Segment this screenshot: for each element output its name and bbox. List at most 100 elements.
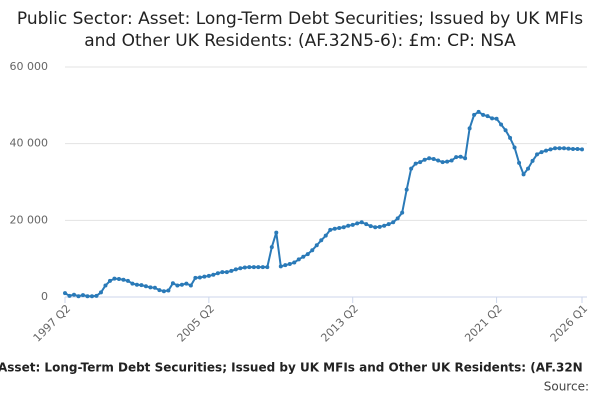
data-point <box>494 116 499 121</box>
data-point <box>260 265 265 270</box>
caption: Asset: Long-Term Debt Securities; Issued… <box>0 361 583 375</box>
data-point <box>364 222 369 227</box>
data-point <box>539 150 544 155</box>
data-point <box>368 224 373 229</box>
data-point <box>206 273 211 278</box>
data-point <box>215 271 220 276</box>
data-point <box>386 222 391 227</box>
x-tick-label: 2026 Q1 <box>548 302 591 345</box>
data-point <box>188 283 193 288</box>
data-point <box>314 243 319 248</box>
data-point <box>89 294 94 299</box>
data-point <box>463 156 468 161</box>
data-point <box>229 268 234 273</box>
data-point <box>130 281 135 286</box>
data-point <box>310 248 315 253</box>
data-point <box>63 291 67 296</box>
data-point <box>409 166 414 171</box>
data-point <box>580 147 584 152</box>
data-point <box>193 275 198 280</box>
y-tick-label: 0 <box>41 290 48 303</box>
data-point <box>571 147 576 152</box>
data-point <box>224 270 229 275</box>
series-line <box>64 110 583 298</box>
data-point <box>544 148 549 153</box>
data-point <box>98 290 103 295</box>
data-point <box>377 224 382 229</box>
data-point <box>341 225 346 230</box>
data-point <box>242 265 247 270</box>
data-point <box>148 285 153 290</box>
data-point <box>328 227 333 232</box>
data-point <box>305 252 310 257</box>
data-point <box>319 238 324 243</box>
data-point <box>67 293 72 298</box>
data-point <box>94 293 99 298</box>
data-point <box>467 126 472 131</box>
data-point <box>323 233 328 238</box>
data-point <box>125 278 130 283</box>
data-point <box>157 288 162 293</box>
data-point <box>566 146 571 151</box>
data-point <box>251 265 256 270</box>
data-point <box>490 116 495 121</box>
data-point <box>548 147 553 152</box>
data-point <box>431 157 436 161</box>
data-point <box>553 146 558 151</box>
data-point <box>350 222 355 227</box>
data-point <box>103 283 108 288</box>
data-point <box>211 272 216 277</box>
data-point <box>202 274 207 279</box>
data-point <box>499 122 504 127</box>
x-tick-label: 2021 Q2 <box>462 302 505 345</box>
data-point <box>179 282 184 287</box>
data-point <box>440 160 445 165</box>
data-point <box>283 263 288 268</box>
data-point <box>422 157 427 162</box>
data-point <box>521 172 526 177</box>
data-point <box>71 292 76 297</box>
data-point <box>373 225 378 230</box>
data-point <box>233 267 238 272</box>
data-point <box>557 146 562 151</box>
data-point <box>472 112 477 117</box>
chart-title: Public Sector: Asset: Long-Term Debt Sec… <box>17 9 583 51</box>
data-point <box>436 158 441 163</box>
data-point <box>166 288 171 293</box>
data-point <box>418 160 423 165</box>
data-point <box>476 109 481 114</box>
data-point <box>485 114 490 119</box>
data-point <box>512 145 517 150</box>
y-tick-label: 60 000 <box>10 60 49 73</box>
data-point <box>458 154 463 159</box>
data-point <box>139 283 144 288</box>
data-point <box>85 294 90 299</box>
data-point <box>427 156 432 161</box>
data-point <box>400 210 405 215</box>
data-point <box>184 281 189 286</box>
x-tick-label: 2013 Q2 <box>318 302 361 345</box>
data-point <box>278 264 283 269</box>
data-point <box>359 220 364 225</box>
data-point <box>265 265 270 270</box>
data-point <box>170 281 175 286</box>
data-point <box>269 245 274 250</box>
source: Source: <box>544 380 589 394</box>
data-point <box>134 282 139 287</box>
data-point <box>143 284 148 289</box>
data-point <box>247 265 252 270</box>
data-point <box>332 226 337 231</box>
data-point <box>404 187 409 192</box>
data-point <box>121 277 126 282</box>
data-point <box>152 285 157 290</box>
data-point <box>107 278 112 283</box>
data-point <box>220 270 225 275</box>
data-point <box>76 294 81 299</box>
data-point <box>161 289 166 294</box>
data-point <box>530 158 535 163</box>
data-point <box>238 266 243 271</box>
data-point <box>517 160 522 165</box>
data-point <box>274 230 279 235</box>
data-point <box>503 128 508 133</box>
